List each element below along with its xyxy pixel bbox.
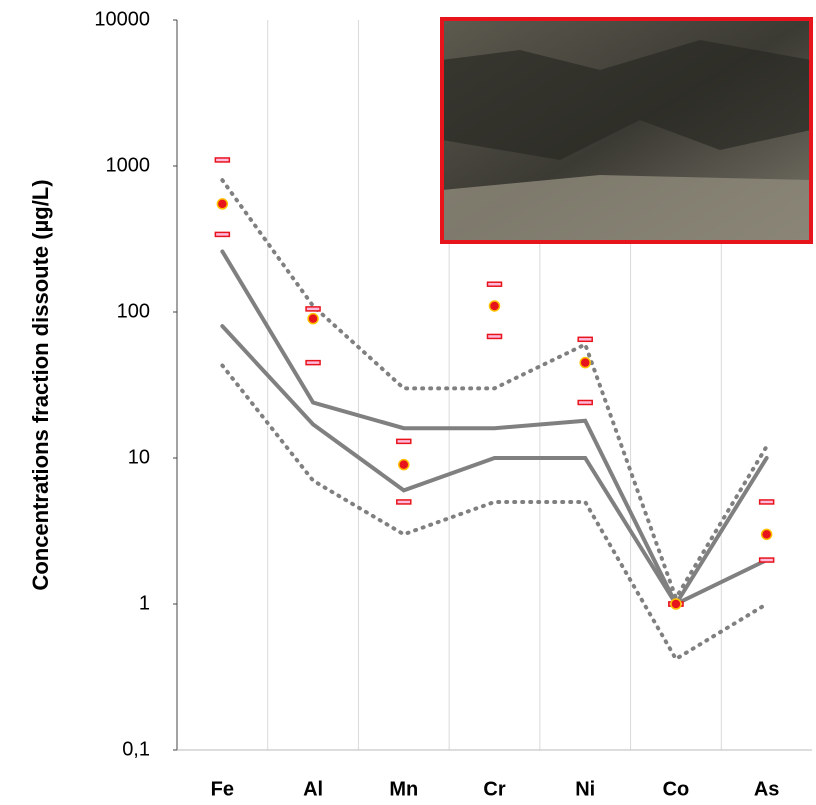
range-marker (758, 557, 775, 563)
y-tick-label: 1 (139, 592, 150, 614)
x-tick-label: Fe (211, 778, 234, 800)
value-marker (760, 528, 773, 541)
photo-rock (442, 40, 811, 160)
y-axis-title: Concentrations fraction dissoute (µg/L) (28, 179, 53, 590)
inset-photo (440, 17, 813, 244)
value-marker (398, 458, 410, 471)
series-line (220, 178, 769, 603)
x-tick-label: Al (303, 778, 323, 800)
value-marker (579, 356, 591, 369)
value-marker (307, 312, 319, 325)
range-marker (758, 499, 775, 505)
value-marker (488, 300, 501, 312)
y-tick-label: 1000 (106, 154, 151, 176)
y-tick-label: 10000 (94, 8, 150, 30)
range-marker (305, 306, 321, 312)
range-marker (577, 336, 593, 343)
range-marker (396, 438, 412, 445)
series-line (220, 324, 769, 607)
range-marker (396, 499, 412, 505)
range-marker (305, 359, 321, 366)
x-tick-label: Mn (389, 778, 418, 800)
range-marker (214, 231, 231, 238)
range-marker (486, 333, 503, 340)
y-tick-label: 0,1 (122, 738, 150, 760)
x-tick-label: Ni (575, 778, 595, 800)
photo-ground (442, 175, 811, 242)
range-marker (214, 157, 231, 163)
y-tick-label: 100 (117, 300, 150, 322)
range-marker (577, 399, 593, 406)
x-tick-label: Cr (483, 778, 505, 800)
y-tick-label: 10 (128, 446, 150, 468)
value-marker (216, 198, 229, 210)
x-tick-label: Co (663, 778, 690, 800)
photo-frame (440, 17, 813, 244)
range-marker (486, 281, 503, 287)
value-marker (670, 598, 682, 610)
x-tick-label: As (754, 778, 780, 800)
series-line (220, 363, 769, 662)
